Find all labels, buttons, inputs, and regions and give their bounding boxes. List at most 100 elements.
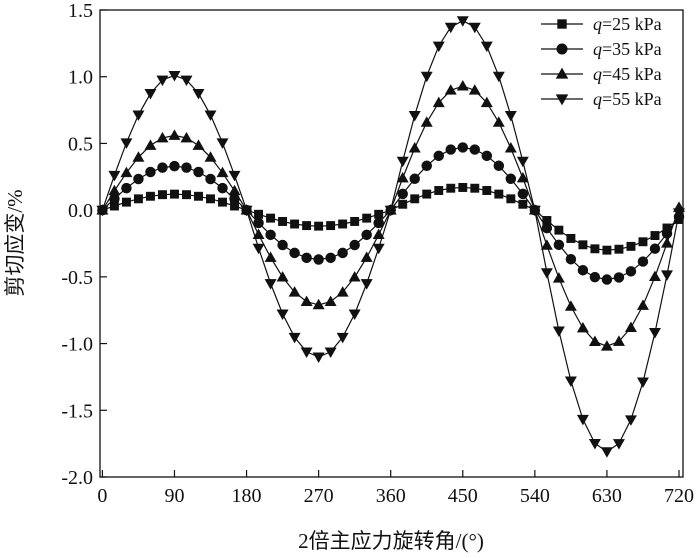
data-point (372, 243, 385, 255)
data-point (180, 75, 193, 87)
data-point (158, 190, 167, 200)
legend-label: q=35 kPa (593, 39, 662, 59)
legend-var: q (593, 89, 602, 109)
data-point (277, 239, 288, 251)
data-point (564, 300, 577, 311)
data-point (218, 197, 227, 207)
data-point (350, 217, 360, 226)
data-point (445, 144, 457, 155)
data-point (554, 225, 564, 235)
data-point (168, 70, 181, 82)
data-point (456, 79, 469, 91)
data-point (434, 186, 444, 195)
data-point (564, 376, 577, 387)
data-point (253, 217, 264, 229)
y-tick-label: -1.0 (61, 334, 93, 356)
data-point (108, 170, 121, 182)
data-point (144, 89, 157, 100)
data-point (169, 160, 180, 172)
data-point (590, 244, 600, 254)
data-point (145, 166, 156, 178)
data-point (432, 41, 445, 53)
data-point (469, 144, 481, 155)
data-point (384, 205, 397, 217)
legend-value: =45 kPa (602, 64, 662, 84)
data-point (456, 16, 469, 27)
x-tick-label: 270 (304, 485, 334, 507)
data-point (312, 298, 325, 310)
data-point (576, 414, 589, 426)
data-point (480, 41, 493, 53)
data-point (626, 241, 636, 251)
data-point (278, 217, 288, 226)
y-tick-label: 1.0 (68, 67, 93, 89)
data-point (240, 205, 253, 217)
data-point (552, 272, 565, 283)
x-tick-label: 360 (376, 485, 406, 507)
data-point (492, 116, 505, 127)
data-point (266, 213, 276, 223)
data-point (121, 197, 131, 207)
data-point (612, 439, 625, 450)
data-point (540, 239, 553, 250)
data-point (636, 377, 649, 388)
series-square (97, 183, 684, 255)
data-point (421, 160, 432, 172)
data-point (336, 286, 349, 297)
data-point (194, 191, 203, 201)
data-point (348, 271, 361, 282)
legend-marker (555, 94, 569, 106)
data-point (504, 111, 517, 122)
y-tick-label: -1.5 (61, 400, 93, 422)
y-axis-ticks: 1.5 1.0 0.5 0.0 -0.5 -1.0 -1.5 -2.0 (61, 0, 107, 489)
data-point (252, 228, 265, 240)
legend-value: =55 kPa (602, 89, 662, 109)
data-point (217, 182, 228, 194)
data-point (192, 89, 205, 100)
data-point (505, 173, 517, 185)
legend-marker (557, 19, 567, 29)
data-point (324, 347, 337, 358)
y-axis-title: 剪切应变/% (3, 189, 27, 296)
y-tick-label: 0.0 (68, 200, 93, 222)
legend-value: =25 kPa (602, 14, 662, 34)
x-tick-label: 720 (664, 485, 694, 507)
data-point (578, 240, 588, 250)
data-point (252, 243, 265, 255)
data-point (577, 264, 589, 276)
data-point (432, 96, 445, 108)
data-point (349, 239, 360, 251)
data-point (493, 160, 505, 172)
data-point (588, 439, 601, 450)
series-circle (97, 142, 685, 285)
data-point (264, 279, 277, 290)
legend-item: q=25 kPa (541, 14, 662, 34)
data-point (504, 142, 517, 153)
series-triangle-down (96, 16, 685, 458)
data-point (637, 256, 649, 267)
data-point (216, 138, 229, 149)
data-point (361, 229, 372, 241)
data-point (300, 295, 313, 307)
data-point (661, 270, 673, 281)
data-point (638, 237, 648, 247)
data-point (193, 166, 204, 178)
data-point (409, 173, 420, 185)
data-point (528, 205, 541, 217)
data-point (433, 150, 444, 162)
data-point (290, 219, 300, 229)
legend-value: =35 kPa (602, 39, 662, 59)
data-point (636, 299, 649, 310)
data-point (156, 75, 169, 87)
legend-item: q=35 kPa (541, 39, 662, 59)
x-tick-label: 450 (448, 485, 478, 507)
data-point (468, 84, 481, 95)
data-point (624, 415, 637, 426)
data-point (120, 166, 133, 178)
data-point (216, 166, 229, 178)
data-point (468, 22, 481, 34)
data-point (276, 271, 289, 282)
data-point (338, 219, 348, 229)
legend-item: q=45 kPa (541, 64, 662, 84)
data-point (181, 162, 192, 173)
